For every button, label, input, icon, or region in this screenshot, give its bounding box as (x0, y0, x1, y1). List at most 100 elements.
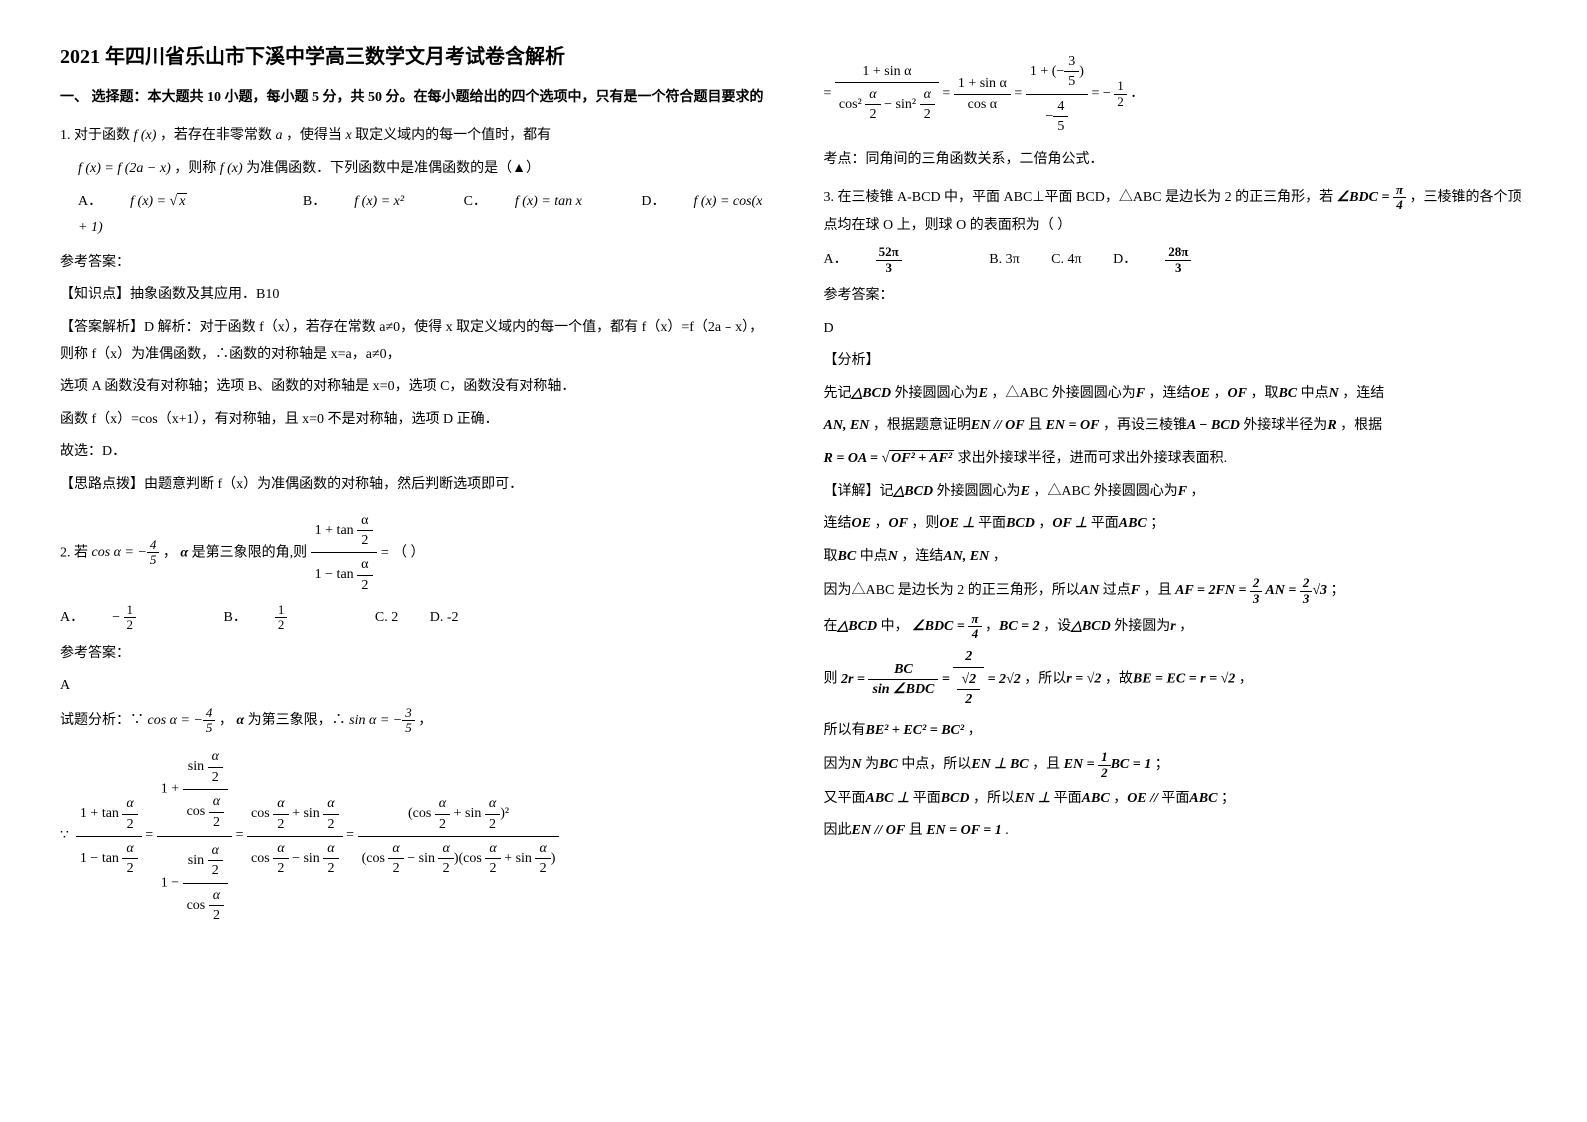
m: EN // OF (971, 418, 1025, 433)
n: 4 (1053, 97, 1068, 117)
t: AF = 2FN = (1175, 583, 1250, 598)
frac4: (cos α2 + sin α2)² (cos α2 − sin α2)(cos… (358, 792, 560, 881)
m: △BCD (894, 484, 934, 499)
frac8: 12 (1114, 79, 1127, 109)
t: ， (968, 723, 982, 738)
d: 2 (1114, 95, 1127, 109)
t: 因为△ABC 是边长为 2 的正三角形，所以 (824, 583, 1080, 598)
d: 5 (1053, 117, 1068, 136)
q2-continuation: = 1 + sin α cos² α2 − sin² α2 = 1 + sin … (824, 50, 1528, 139)
n: 2 (1250, 576, 1263, 591)
frac2: 1 + sin α2cos α2 1 − sin α2cos α2 (157, 743, 232, 929)
t: 外接球半径为 (1243, 418, 1327, 433)
q3-answer: D (824, 316, 1528, 343)
t: ， (1113, 791, 1127, 806)
section-1-head: 一、 选择题：本大题共 10 小题，每小题 5 分，共 50 分。在每小题给出的… (60, 87, 764, 109)
n: α (357, 511, 372, 531)
math: f (x) = x (130, 194, 243, 209)
m: A − BCD (1187, 418, 1240, 433)
t: ， (985, 619, 999, 634)
sin-eq: sin α = −35 (349, 713, 418, 728)
t: 求出外接球半径，进而可求出外接球表面积. (958, 451, 1228, 466)
q1-optB: B．f (x) = x² (303, 194, 432, 209)
text: ，若存在非零常数 (160, 128, 272, 143)
t: ，连结 (1342, 386, 1384, 401)
m: ABC (1119, 516, 1147, 531)
t: ，根据 (1340, 418, 1382, 433)
right-column: = 1 + sin α cos² α2 − sin² α2 = 1 + sin … (824, 40, 1528, 940)
q2-answer: A (60, 673, 764, 700)
label: A． (60, 610, 84, 625)
t: ，△ABC 外接圆圆心为 (991, 386, 1135, 401)
d: 1 − sin α2cos α2 (157, 837, 232, 930)
label: B． (303, 194, 326, 209)
text: 2. 若 (60, 545, 88, 560)
t: ，所以 (973, 791, 1015, 806)
q3-optA: A．52π3 (824, 252, 958, 267)
m: BE² + EC² = BC² (866, 723, 965, 738)
d: 3 (1250, 592, 1263, 606)
q1-sol4: 故选：D． (60, 439, 764, 466)
t: 平面 (913, 791, 941, 806)
label: A． (78, 194, 102, 209)
text: cos α = − (148, 713, 203, 728)
n: BC (868, 660, 938, 680)
angle-bdc: ∠BDC = π4 (1337, 190, 1410, 205)
d: 4 (968, 627, 981, 641)
eq: = (380, 545, 389, 560)
n: 1 (275, 603, 288, 618)
t: BC = 1 (1111, 757, 1152, 772)
math-x: x (345, 128, 351, 143)
t: 平面 (1054, 791, 1082, 806)
n: 28π (1165, 245, 1191, 260)
t: ， (1239, 672, 1253, 687)
q3-answer-label: 参考答案： (824, 283, 1528, 310)
m: OE ⊥ (939, 516, 974, 531)
q2-optB: B．12 (224, 610, 344, 625)
q3-detail: 【详解】记△BCD 外接圆圆心为E ，△ABC 外接圆圆心为F ， (824, 479, 1528, 506)
q1-line1: 1. 对于函数 f (x) ，若存在非零常数 a ，使得当 x 取定义域内的每一… (60, 123, 764, 150)
d: cos² α2 − sin² α2 (835, 83, 939, 127)
t: = 2√2 (988, 672, 1021, 687)
n: 3 (1064, 52, 1079, 72)
af-eq: AF = 2FN = 23 AN = 23√3 (1175, 583, 1330, 598)
q1-optC: C．f (x) = tan x (464, 194, 610, 209)
text: 试题分析：∵ (60, 713, 144, 728)
t: ， (1038, 516, 1052, 531)
m: r (1170, 619, 1175, 634)
q1-sol3: 函数 f（x）=cos（x+1），有对称轴，且 x=0 不是对称轴，选项 D 正… (60, 407, 764, 434)
m: △BCD (1071, 619, 1111, 634)
m: △BCD (838, 619, 878, 634)
angle2: ∠BDC = π4 (912, 619, 981, 634)
t: 为 (865, 757, 879, 772)
page-title: 2021 年四川省乐山市下溪中学高三数学文月考试卷含解析 (60, 40, 764, 69)
text: sin α = − (349, 713, 402, 728)
q2-optC: C. 2 (375, 610, 398, 625)
q2-optD: D. -2 (430, 610, 459, 625)
m: OF ⊥ (1052, 516, 1087, 531)
q1-tip: 【思路点拨】由题意判断 f（x）为准偶函数的对称轴，然后判断选项即可． (60, 472, 764, 499)
m: F (1136, 386, 1145, 401)
t: ； (1155, 757, 1169, 772)
q3-p2: AN, EN ，根据题意证明EN // OF 且 EN = OF ，再设三棱锥A… (824, 413, 1528, 440)
n: √2 (957, 670, 980, 690)
m: ABC (1082, 791, 1110, 806)
math-fx: f (x) (220, 161, 243, 176)
d: 3 (1300, 592, 1313, 606)
t: 先记 (824, 386, 852, 401)
m: BC (1278, 386, 1297, 401)
t: 且 (909, 823, 927, 838)
d: 4 (1393, 198, 1406, 212)
roa: R = OA = OF² + AF² (824, 451, 955, 466)
m: r = √2 (1066, 672, 1101, 687)
d: 2 (275, 618, 288, 632)
n: 4 (203, 706, 216, 721)
q3-p7: 在△BCD 中， ∠BDC = π4 ，BC = 2 ，设△BCD 外接圆为r … (824, 612, 1528, 642)
label: A． (824, 252, 848, 267)
q2-options: A．− 12 B．12 C. 2 D. -2 (60, 603, 764, 633)
m: BC = 2 (999, 619, 1040, 634)
frac1: 1 + tan α2 1 − tan α2 (76, 792, 142, 881)
t: 平面 (978, 516, 1006, 531)
q1-knowledge: 【知识点】抽象函数及其应用．B10 (60, 282, 764, 309)
q1-line2: f (x) = f (2a − x) ，则称 f (x) 为准偶函数．下列函数中… (78, 156, 764, 183)
